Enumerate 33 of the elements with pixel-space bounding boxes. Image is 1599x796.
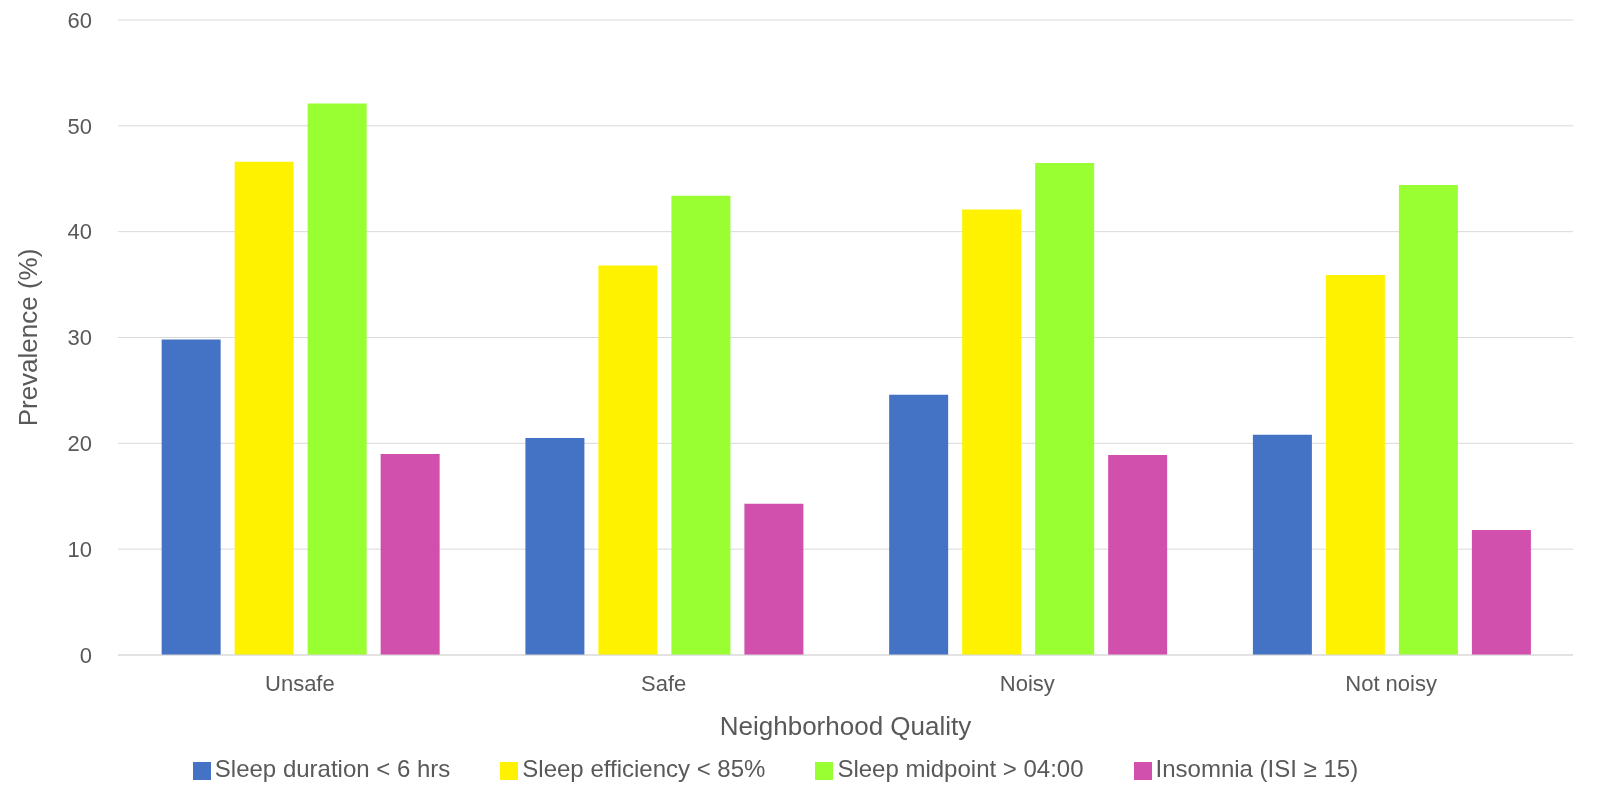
bar [1398, 185, 1458, 655]
bar [1035, 162, 1095, 655]
legend-label: Sleep duration < 6 hrs [214, 755, 451, 782]
x-tick-label: Not noisy [1345, 670, 1437, 696]
x-tick-label: Noisy [999, 670, 1055, 696]
bar [1108, 454, 1168, 655]
bar [1325, 275, 1385, 655]
y-tick-label: 20 [67, 431, 92, 457]
bar [598, 265, 658, 655]
bar [962, 209, 1022, 655]
legend-label: Insomnia (ISI ≥ 15) [1155, 755, 1359, 782]
y-tick-label: 50 [67, 113, 92, 139]
bar [1471, 530, 1531, 655]
y-tick-label: 40 [67, 219, 92, 245]
bar [889, 394, 949, 655]
bar [380, 453, 440, 655]
y-tick-label: 10 [67, 536, 92, 562]
y-tick-label: 30 [67, 325, 92, 351]
bar [525, 438, 585, 655]
legend-label: Sleep efficiency < 85% [522, 755, 766, 782]
y-axis-title: Prevalence (%) [13, 248, 44, 427]
x-tick-label: Safe [640, 670, 687, 696]
y-tick-label: 60 [67, 7, 92, 33]
legend-label: Sleep midpoint > 04:00 [837, 755, 1084, 782]
bar [307, 103, 367, 655]
bar [234, 161, 294, 655]
bar [671, 195, 731, 655]
x-tick-label: Unsafe [265, 670, 335, 696]
bar [161, 339, 221, 655]
bar [744, 503, 804, 655]
bar [1252, 434, 1312, 655]
y-tick-label: 0 [79, 642, 92, 668]
x-axis-title: Neighborhood Quality [719, 711, 972, 741]
